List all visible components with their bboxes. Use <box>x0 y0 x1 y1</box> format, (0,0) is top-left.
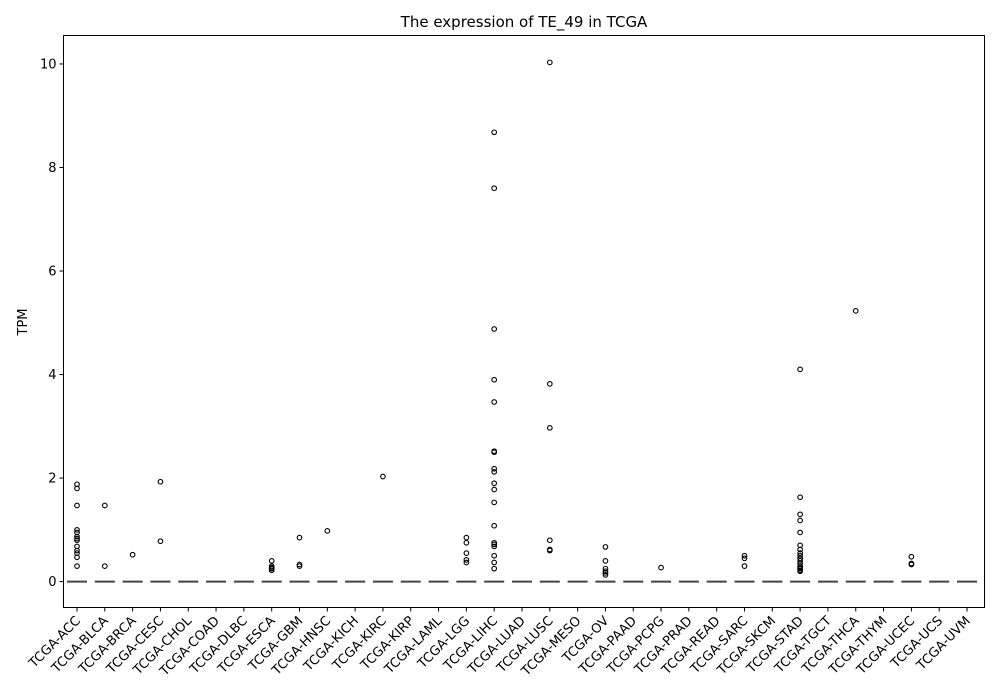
outlier-point <box>741 563 748 569</box>
outlier-point <box>491 469 498 475</box>
outlier-point <box>491 541 498 548</box>
outlier-point <box>491 480 498 487</box>
outlier-point <box>74 547 80 554</box>
outlier-point <box>268 567 275 574</box>
outlier-point <box>797 558 803 564</box>
outlier-point <box>546 547 553 554</box>
outlier-point <box>129 551 136 558</box>
outlier-point <box>797 494 803 501</box>
outlier-point <box>463 539 470 546</box>
y-tick-label: 10 <box>40 57 57 72</box>
outlier-point <box>296 534 303 541</box>
outlier-point <box>491 522 498 529</box>
outlier-point <box>797 366 803 373</box>
outlier-point <box>74 485 80 492</box>
outlier-point <box>658 564 664 571</box>
outlier-point <box>797 511 803 518</box>
outlier-point <box>797 517 803 524</box>
outlier-point <box>296 563 303 569</box>
outlier-point <box>852 308 859 314</box>
outlier-point <box>74 527 80 533</box>
outlier-point <box>463 534 470 541</box>
y-axis-label: TPM <box>16 309 31 337</box>
outlier-point <box>74 537 80 544</box>
outlier-point <box>491 326 498 332</box>
outlier-point <box>797 529 803 536</box>
outlier-point <box>101 502 108 509</box>
outlier-point <box>797 568 803 575</box>
outlier-point <box>546 381 553 387</box>
outlier-point <box>741 552 748 559</box>
outlier-point <box>101 563 108 569</box>
outlier-point <box>491 559 498 566</box>
outlier-point <box>602 572 609 578</box>
outlier-point <box>157 538 164 545</box>
y-tick-label: 8 <box>48 161 56 176</box>
outlier-point <box>74 533 80 540</box>
outlier-point <box>463 550 470 556</box>
outlier-point <box>268 558 275 564</box>
outlier-point <box>797 555 803 562</box>
outlier-point <box>797 546 803 553</box>
y-tick-label: 2 <box>48 472 56 487</box>
outlier-point <box>741 555 748 562</box>
outlier-point <box>797 552 803 559</box>
outlier-point <box>491 185 498 192</box>
outlier-point <box>546 425 553 431</box>
outlier-point <box>463 559 470 566</box>
outlier-point <box>380 473 386 480</box>
outlier-point <box>157 478 164 485</box>
outlier-point <box>797 550 803 556</box>
outlier-point <box>491 449 498 456</box>
plot-area: 0246810TCGA-ACCTCGA-BLCATCGA-BRCATCGA-CE… <box>26 57 978 680</box>
plot-frame <box>63 35 985 608</box>
outlier-point <box>602 558 609 564</box>
outlier-point <box>602 544 609 550</box>
outlier-point <box>491 376 498 383</box>
y-tick-label: 6 <box>48 265 56 280</box>
outlier-point <box>491 552 498 559</box>
outlier-point <box>74 502 80 509</box>
outlier-point <box>324 528 331 534</box>
outlier-point <box>491 486 498 493</box>
outlier-point <box>491 399 498 405</box>
outlier-point <box>491 465 498 472</box>
outlier-point <box>546 537 553 544</box>
outlier-point <box>908 561 915 568</box>
outlier-point <box>546 59 553 66</box>
outlier-point <box>491 499 498 506</box>
outlier-point <box>491 565 498 572</box>
outlier-point <box>74 563 80 569</box>
outlier-point <box>74 554 80 561</box>
outlier-point <box>908 553 915 560</box>
outlier-point <box>463 557 470 563</box>
y-tick-label: 0 <box>48 575 56 590</box>
outlier-point <box>602 569 609 576</box>
chart-title: The expression of TE_49 in TCGA <box>400 13 648 32</box>
outlier-point <box>491 129 498 136</box>
outlier-point <box>491 543 498 550</box>
y-tick-label: 4 <box>48 368 56 383</box>
